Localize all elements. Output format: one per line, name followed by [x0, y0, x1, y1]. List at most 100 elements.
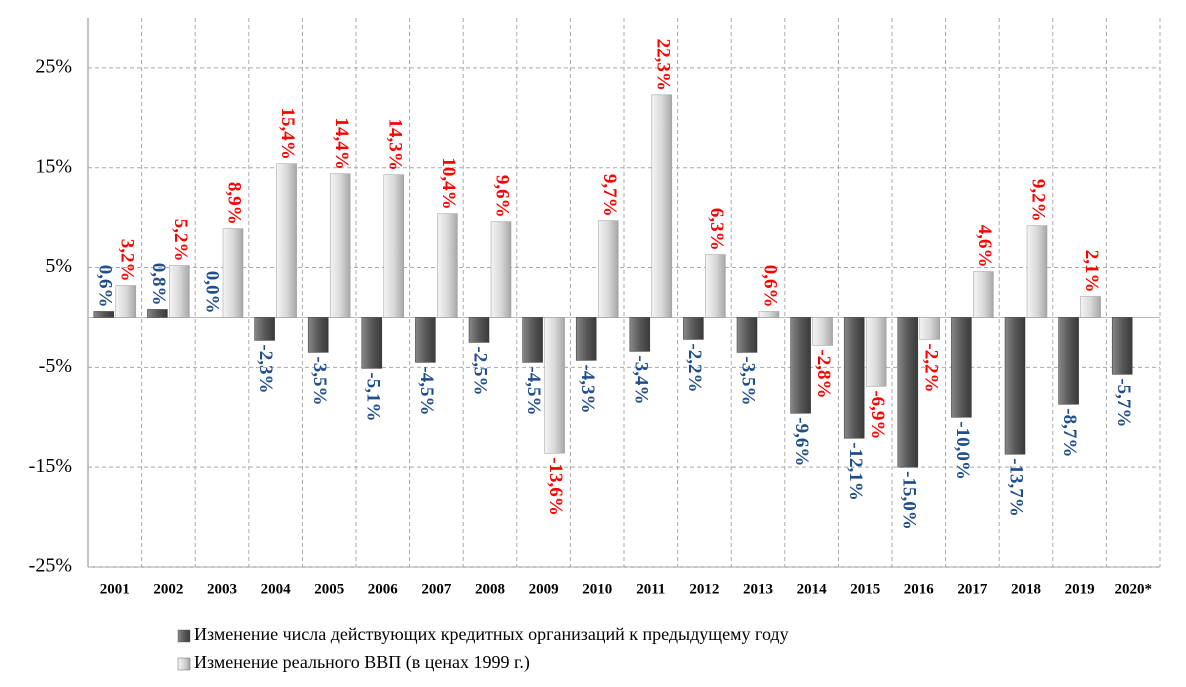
data-label: 6,3% — [706, 208, 727, 251]
y-tick-label: 25% — [35, 56, 72, 78]
data-label: 10,4% — [438, 157, 459, 209]
bar — [705, 254, 726, 318]
bar — [575, 317, 597, 361]
bar — [329, 173, 351, 318]
data-label: -2,2% — [684, 343, 705, 392]
data-label: -13,7% — [1006, 458, 1027, 517]
bar — [865, 317, 887, 387]
legend-marker — [177, 657, 191, 671]
bar — [254, 317, 275, 341]
y-tick-label: 15% — [35, 155, 72, 177]
bar — [597, 220, 619, 318]
bar — [629, 317, 651, 352]
y-tick-label: -15% — [29, 455, 72, 477]
bar — [736, 317, 758, 353]
x-tick-label: 2007 — [421, 581, 452, 597]
data-label: -3,5% — [309, 356, 330, 405]
data-label: -5,7% — [1113, 378, 1134, 427]
data-label: -4,3% — [577, 364, 598, 413]
data-label: 0,6% — [94, 265, 115, 308]
data-label: 9,2% — [1028, 179, 1049, 222]
legend-label: Изменение числа действующих кредитных ор… — [194, 624, 789, 644]
data-label: 15,4% — [277, 107, 298, 159]
bar — [437, 213, 458, 318]
y-tick-label: 5% — [45, 255, 72, 277]
data-label: 14,4% — [331, 117, 352, 169]
x-tick-label: 2012 — [689, 581, 719, 597]
x-tick-label: 2011 — [636, 581, 665, 597]
bar — [307, 317, 329, 353]
x-tick-label: 2014 — [797, 581, 828, 597]
bar — [758, 311, 780, 318]
data-label: 0,6% — [760, 265, 781, 308]
legend-marker — [177, 629, 191, 643]
x-tick-label: 2006 — [368, 581, 399, 597]
data-label: 3,2% — [116, 239, 137, 282]
bar — [544, 317, 565, 454]
data-label: -2,3% — [255, 344, 276, 393]
data-label: -3,5% — [738, 356, 759, 405]
bar — [415, 317, 436, 363]
bar — [1111, 317, 1133, 375]
data-label: -6,9% — [867, 390, 888, 439]
data-label: 2,1% — [1081, 250, 1102, 293]
bar — [93, 311, 115, 318]
data-label: -15,0% — [898, 471, 919, 530]
x-tick-label: 2005 — [314, 581, 344, 597]
x-tick-label: 2002 — [153, 581, 183, 597]
bar — [490, 221, 512, 318]
x-tick-label: 2013 — [743, 581, 773, 597]
bar — [651, 94, 673, 318]
bar — [169, 265, 190, 318]
data-label: -2,5% — [470, 346, 491, 395]
bar — [222, 228, 244, 318]
x-tick-label: 2008 — [475, 581, 505, 597]
bar — [1080, 296, 1101, 318]
data-label: 5,2% — [170, 219, 191, 262]
bar — [1026, 225, 1048, 318]
bar — [897, 317, 919, 468]
data-label: -2,2% — [920, 343, 941, 392]
x-tick-label: 2009 — [529, 581, 559, 597]
x-tick-label: 2001 — [100, 581, 130, 597]
bar — [790, 317, 811, 414]
x-tick-label: 2003 — [207, 581, 237, 597]
bar — [1058, 317, 1079, 405]
x-tick-label: 2016 — [904, 581, 935, 597]
x-tick-label: 2015 — [850, 581, 880, 597]
bar — [951, 317, 972, 418]
bar — [843, 317, 865, 439]
data-label: -4,5% — [523, 366, 544, 415]
data-label: -4,5% — [416, 366, 437, 415]
data-label: 8,9% — [224, 182, 245, 225]
bar — [147, 309, 168, 318]
bar — [383, 174, 405, 318]
x-tick-label: 2019 — [1065, 581, 1095, 597]
y-tick-label: -5% — [39, 355, 72, 377]
data-label: 4,6% — [974, 225, 995, 268]
bar — [683, 317, 704, 340]
data-label: -10,0% — [952, 421, 973, 480]
bar — [812, 317, 833, 346]
data-label: -5,1% — [362, 372, 383, 421]
data-label: -2,8% — [813, 349, 834, 398]
x-tick-label: 2010 — [582, 581, 612, 597]
x-tick-label: 2017 — [957, 581, 988, 597]
bar — [1004, 317, 1026, 455]
x-tick-label: 2020* — [1114, 581, 1152, 597]
bar — [468, 317, 490, 343]
bar — [919, 317, 941, 340]
bar — [361, 317, 383, 369]
data-label: -3,4% — [630, 355, 651, 404]
data-label: 9,6% — [492, 175, 513, 218]
bar — [973, 271, 994, 318]
data-label: -8,7% — [1059, 408, 1080, 457]
bar — [276, 163, 297, 318]
data-label: 14,3% — [384, 118, 405, 170]
data-label: -12,1% — [845, 442, 866, 501]
data-label: -9,6% — [791, 417, 812, 466]
data-label: 0,0% — [202, 271, 223, 314]
x-tick-label: 2018 — [1011, 581, 1041, 597]
data-label: -13,6% — [545, 457, 566, 516]
